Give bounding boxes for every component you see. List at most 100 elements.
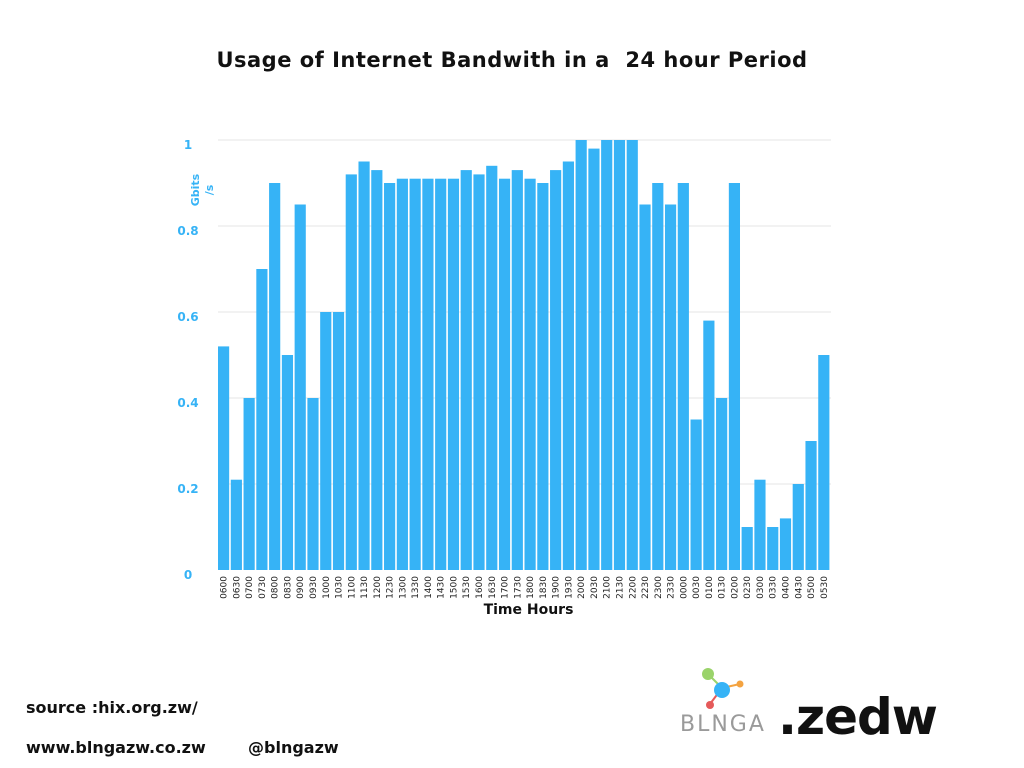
x-tick-label: 0630 bbox=[232, 576, 242, 599]
bar-1830 bbox=[537, 183, 549, 570]
brand-wordmark: BLNGA bbox=[680, 712, 766, 737]
x-tick-label: 1930 bbox=[564, 576, 574, 599]
bar-0700 bbox=[243, 398, 255, 570]
x-tick-label: 2030 bbox=[590, 576, 600, 599]
bar-1600 bbox=[473, 174, 485, 570]
x-tick-label: 1200 bbox=[373, 576, 383, 599]
bar-1300 bbox=[396, 178, 408, 570]
x-tick-label: 0030 bbox=[692, 576, 702, 599]
x-tick-label: 1130 bbox=[360, 576, 370, 599]
x-tick-label: 1030 bbox=[335, 576, 345, 599]
x-tick-label: 1000 bbox=[322, 576, 332, 599]
bar-2200 bbox=[626, 140, 638, 570]
molecule-icon bbox=[702, 668, 744, 709]
x-tick-label: 0130 bbox=[718, 576, 728, 599]
x-axis-label: Time Hours bbox=[484, 602, 574, 618]
bar-1400 bbox=[422, 178, 434, 570]
bar-0600 bbox=[218, 346, 230, 570]
x-tick-label: 0600 bbox=[220, 576, 230, 599]
x-tick-label: 1800 bbox=[526, 576, 536, 599]
bar-2000 bbox=[575, 140, 587, 570]
x-tick-label: 1530 bbox=[462, 576, 472, 599]
bar-1130 bbox=[358, 161, 370, 570]
y-tick-label: 0.2 bbox=[177, 482, 198, 496]
bar-0500 bbox=[805, 441, 817, 570]
bar-0400 bbox=[779, 518, 792, 570]
x-tick-label: 0900 bbox=[296, 576, 306, 599]
x-tick-label: 0400 bbox=[782, 576, 792, 599]
bar-0300 bbox=[754, 479, 766, 570]
bar-0930 bbox=[307, 398, 319, 570]
bar-1700 bbox=[498, 178, 511, 570]
x-tick-label: 0800 bbox=[271, 576, 281, 599]
y-tick-label: 0.6 bbox=[177, 310, 198, 324]
bar-1900 bbox=[550, 170, 562, 570]
x-tick-label: 0830 bbox=[283, 576, 293, 599]
x-tick-label: 0330 bbox=[769, 576, 779, 599]
bar-1230 bbox=[384, 183, 396, 570]
bar-2330 bbox=[664, 204, 677, 570]
y-axis-label: /s bbox=[203, 184, 216, 195]
bar-0230 bbox=[741, 527, 753, 570]
website-link[interactable]: www.blngazw.co.zw bbox=[26, 738, 206, 757]
social-handle[interactable]: @blngazw bbox=[248, 738, 339, 757]
bar-1630 bbox=[486, 165, 498, 571]
bar-1030 bbox=[332, 312, 345, 570]
bar-1430 bbox=[435, 178, 447, 570]
x-tick-label: 0500 bbox=[807, 576, 817, 599]
x-tick-label: 0300 bbox=[756, 576, 766, 599]
x-tick-label: 1500 bbox=[449, 576, 459, 599]
bar-1330 bbox=[409, 178, 421, 570]
bar-0430 bbox=[792, 484, 804, 570]
bar-0530 bbox=[818, 355, 830, 570]
bar-0100 bbox=[703, 320, 715, 570]
chart-title: Usage of Internet Bandwith in a 24 hour … bbox=[216, 48, 808, 72]
x-tick-label: 0530 bbox=[820, 576, 830, 599]
x-tick-label: 0700 bbox=[245, 576, 255, 599]
bar-2030 bbox=[588, 148, 600, 570]
bar-1500 bbox=[447, 178, 460, 570]
x-tick-label: 1430 bbox=[437, 576, 447, 599]
bar-1000 bbox=[320, 312, 332, 570]
x-tick-label: 0730 bbox=[258, 576, 268, 599]
x-tick-label: 1630 bbox=[488, 576, 498, 599]
bar-1930 bbox=[562, 161, 574, 570]
brand-zedw: .zedw bbox=[778, 688, 938, 746]
y-tick-label: 1 bbox=[184, 138, 192, 152]
bar-0900 bbox=[294, 204, 306, 570]
bar-0830 bbox=[281, 355, 294, 570]
bar-0330 bbox=[767, 527, 779, 570]
x-tick-label: 0930 bbox=[309, 576, 319, 599]
x-tick-label: 1230 bbox=[386, 576, 396, 599]
bar-1800 bbox=[524, 178, 536, 570]
x-tick-label: 0100 bbox=[705, 576, 715, 599]
x-tick-label: 1330 bbox=[411, 576, 421, 599]
x-tick-label: 2230 bbox=[641, 576, 651, 599]
x-tick-label: 1830 bbox=[539, 576, 549, 599]
x-tick-label: 2130 bbox=[615, 576, 625, 599]
bar-1200 bbox=[371, 170, 383, 570]
x-tick-label: 1700 bbox=[501, 576, 511, 599]
bar-0630 bbox=[230, 479, 242, 570]
bar-2100 bbox=[601, 140, 613, 570]
bar-2230 bbox=[639, 204, 651, 570]
y-axis-label: Gbits bbox=[189, 173, 202, 206]
x-tick-label: 2200 bbox=[628, 576, 638, 599]
bar-1530 bbox=[460, 170, 472, 570]
x-tick-label: 2000 bbox=[577, 576, 587, 599]
x-tick-label: 2330 bbox=[667, 576, 677, 599]
x-tick-label: 1300 bbox=[398, 576, 408, 599]
bar-1730 bbox=[511, 170, 523, 570]
x-tick-label: 0430 bbox=[794, 576, 804, 599]
bar-chart: 0 0.2 0.4 0.6 0.8 1 Gbits/s 0600 0630 0700 0730 080… bbox=[177, 138, 831, 618]
x-tick-label: 1400 bbox=[424, 576, 434, 599]
x-tick-label: 2100 bbox=[603, 576, 613, 599]
y-tick-label: 0 bbox=[184, 568, 192, 582]
y-tick-label: 0.8 bbox=[177, 224, 198, 238]
x-tick-label: 0000 bbox=[679, 576, 689, 599]
source-note: source :hix.org.zw/ bbox=[26, 698, 198, 717]
x-tick-label: 0230 bbox=[743, 576, 753, 599]
y-tick-label: 0.4 bbox=[177, 396, 198, 410]
bar-1100 bbox=[345, 174, 357, 570]
x-tick-label: 0200 bbox=[730, 576, 740, 599]
